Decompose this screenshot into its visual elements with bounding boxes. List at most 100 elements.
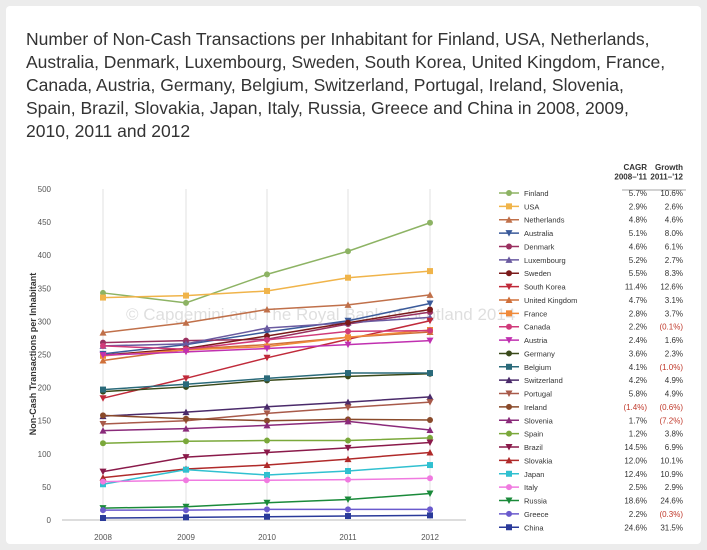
growth-value: 8.3% — [665, 269, 683, 278]
data-point — [345, 274, 351, 281]
data-point — [427, 475, 433, 482]
legend-swatch-marker — [505, 216, 513, 223]
y-tick-label: 350 — [38, 284, 52, 293]
data-point — [426, 291, 434, 298]
legend-label: Canada — [524, 323, 551, 332]
legend-swatch-marker — [505, 256, 513, 263]
legend-swatch-marker — [506, 363, 512, 370]
growth-value: 3.7% — [665, 309, 683, 318]
data-point — [183, 415, 189, 422]
data-point — [182, 348, 190, 356]
cagr-value: 4.6% — [629, 242, 647, 251]
legend-swatch-marker — [505, 296, 513, 303]
data-point — [345, 468, 351, 475]
cagr-value: 5.7% — [629, 189, 647, 198]
data-point — [345, 334, 351, 341]
legend-swatch-marker — [505, 416, 513, 424]
growth-value: 10.1% — [660, 456, 683, 465]
data-point — [263, 421, 271, 429]
legend-swatch-marker — [506, 484, 512, 491]
data-point — [344, 455, 352, 463]
data-point — [345, 437, 351, 444]
legend-label: Finland — [524, 189, 549, 198]
y-tick-label: 450 — [38, 218, 52, 227]
y-tick-label: 150 — [38, 417, 52, 426]
legend-label: Slovakia — [524, 456, 553, 465]
data-point — [427, 512, 433, 519]
cagr-header: CAGR 2008–'11 — [614, 163, 647, 182]
growth-value: 8.0% — [665, 229, 683, 238]
cagr-value: 12.0% — [624, 456, 647, 465]
data-point — [100, 412, 106, 419]
growth-value: 6.1% — [665, 242, 683, 251]
growth-value: 31.5% — [660, 523, 683, 532]
y-tick-label: 300 — [38, 317, 52, 326]
cagr-value: 2.8% — [629, 309, 647, 318]
cagr-value: 2.2% — [629, 323, 647, 332]
growth-value: 10.9% — [660, 470, 683, 479]
data-point — [264, 477, 270, 484]
growth-value: (0.1%) — [659, 323, 683, 332]
y-tick-label: 200 — [38, 384, 52, 393]
data-point — [426, 317, 434, 325]
data-point — [183, 292, 189, 299]
data-point — [183, 466, 189, 473]
data-point — [263, 410, 271, 417]
cagr-value: 2.4% — [629, 336, 647, 345]
legend-label: Denmark — [524, 242, 555, 251]
data-point — [264, 471, 270, 478]
data-point — [344, 496, 352, 503]
cagr-value: 12.4% — [624, 470, 647, 479]
cagr-value: 2.9% — [629, 202, 647, 211]
data-point — [426, 426, 434, 433]
legend-swatch-marker — [506, 403, 512, 410]
data-point — [427, 434, 433, 441]
cagr-value: 1.2% — [629, 430, 647, 439]
growth-header: Growth 2011–'12 — [650, 163, 683, 182]
legend-swatch-marker — [506, 350, 512, 357]
chart-card — [6, 6, 701, 544]
legend-label: China — [524, 523, 544, 532]
data-point — [264, 513, 270, 520]
y-tick-label: 250 — [38, 351, 52, 360]
data-point — [426, 337, 434, 345]
cagr-value: 24.6% — [624, 523, 647, 532]
legend-label: Italy — [524, 483, 538, 492]
data-point — [100, 294, 106, 301]
cagr-value: 4.8% — [629, 216, 647, 225]
legend-swatch-marker — [506, 323, 512, 330]
y-tick-label: 50 — [42, 483, 51, 492]
data-point — [427, 462, 433, 469]
data-point — [345, 319, 351, 326]
data-point — [100, 386, 106, 393]
legend-swatch-marker — [506, 310, 512, 317]
data-point — [263, 324, 271, 332]
data-point — [264, 287, 270, 294]
data-point — [427, 268, 433, 275]
data-point — [183, 514, 189, 521]
legend-label: Austria — [524, 336, 548, 345]
legend-label: Russia — [524, 497, 548, 506]
cagr-value: 18.6% — [624, 497, 647, 506]
data-point — [100, 478, 106, 485]
data-point — [344, 341, 352, 349]
data-point — [344, 301, 352, 308]
growth-value: 4.6% — [665, 216, 683, 225]
legend-label: United Kingdom — [524, 296, 577, 305]
y-tick-label: 100 — [38, 450, 52, 459]
data-point — [263, 499, 271, 507]
cagr-value: 5.2% — [629, 256, 647, 265]
cagr-value: 5.1% — [629, 229, 647, 238]
cagr-value: 2.5% — [629, 483, 647, 492]
legend-swatch-marker — [506, 470, 512, 477]
cagr-value: 5.5% — [629, 269, 647, 278]
cagr-value: 11.4% — [625, 283, 647, 292]
cagr-value: 14.5% — [624, 443, 647, 452]
data-point — [183, 507, 189, 514]
legend-label: Slovenia — [524, 416, 554, 425]
cagr-value: 4.2% — [629, 376, 647, 385]
x-tick-label: 2012 — [421, 533, 439, 542]
growth-value: (1.0%) — [659, 363, 683, 372]
legend-swatch-marker — [505, 444, 513, 451]
data-point — [99, 329, 107, 336]
